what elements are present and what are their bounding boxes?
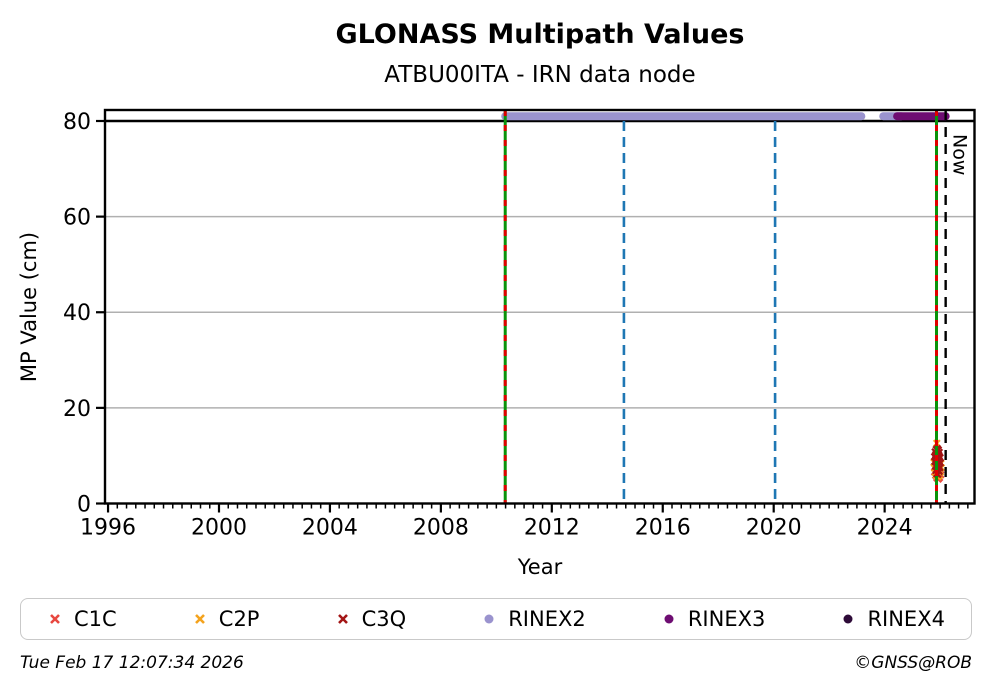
rinex4-dot-icon [840,611,856,627]
legend: C1C C2P C3Q RINEX2 RINEX3 RINEX4 [20,598,972,640]
legend-item-rinex3: RINEX3 [661,606,766,631]
legend-item-c1c: C1C [47,606,117,631]
plot-timestamp: Tue Feb 17 12:07:34 2026 [20,653,244,673]
footer: Tue Feb 17 12:07:34 2026 ©GNSS@ROB [20,653,972,673]
y-tick-label: 0 [77,493,91,518]
x-tick-label: 2000 [191,516,247,541]
plot-border [103,108,976,505]
copyright-credit: ©GNSS@ROB [854,653,972,673]
c3q-x-marker-icon [335,611,351,627]
y-axis-label: MP Value (cm) [17,232,41,382]
multipath-chart: GLONASS Multipath Values ATBU00ITA - IRN… [17,19,976,579]
y-tick-label: 80 [63,110,91,135]
x-tick-label: 2024 [857,516,913,541]
y-tick-label: 20 [63,397,91,422]
y-tick-label: 40 [63,301,91,326]
legend-item-c3q: C3Q [335,606,407,631]
c1c-x-marker-icon [47,611,63,627]
legend-item-rinex4: RINEX4 [840,606,945,631]
chart-subtitle: ATBU00ITA - IRN data node [384,62,695,88]
x-tick-label: 2012 [524,516,580,541]
c2p-x-marker-icon [192,611,208,627]
x-tick-label: 1996 [80,516,136,541]
legend-item-c2p: C2P [192,606,260,631]
rinex3-dot-icon [661,611,677,627]
x-tick-label: 2020 [746,516,802,541]
legend-label-c2p: C2P [218,606,260,631]
plot-area: Now 1996 2000 2004 2008 2012 2016 2020 2024 0 20 40… [63,108,976,541]
chart-title: GLONASS Multipath Values [335,19,744,50]
legend-item-rinex2: RINEX2 [481,606,586,631]
legend-label-rinex3: RINEX3 [687,606,766,631]
rinex2-dot-icon [481,611,497,627]
now-label: Now [949,134,971,175]
legend-label-rinex4: RINEX4 [867,606,945,631]
x-axis-label: Year [517,555,563,579]
x-tick-label: 2008 [413,516,469,541]
legend-label-rinex2: RINEX2 [508,606,586,631]
legend-label-c1c: C1C [74,606,117,631]
legend-label-c3q: C3Q [361,606,407,631]
y-tick-label: 60 [63,206,91,231]
x-tick-label: 2004 [302,516,358,541]
x-tick-label: 2016 [635,516,691,541]
